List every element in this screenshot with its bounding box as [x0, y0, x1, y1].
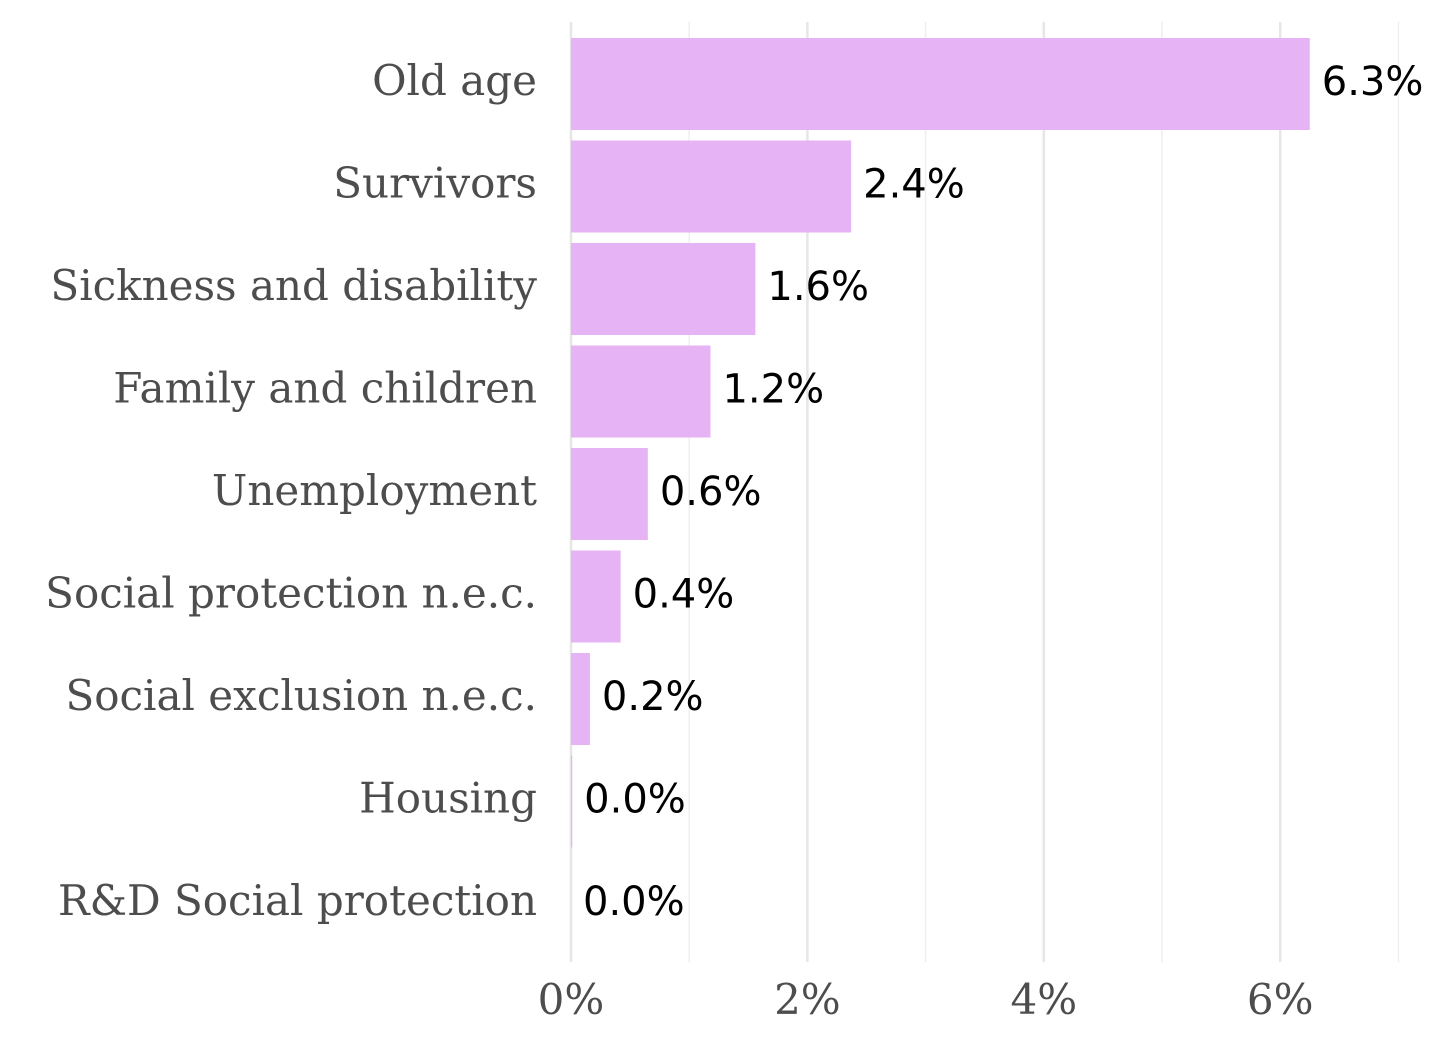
bar — [571, 448, 648, 540]
x-axis-tick-labels: 0% 2% 4% 6% — [538, 975, 1314, 1024]
x-tick-label: 6% — [1247, 975, 1314, 1024]
bar — [571, 653, 590, 745]
data-label: 1.2% — [722, 367, 824, 413]
category-label: Survivors — [333, 159, 537, 208]
data-label: 0.0% — [583, 879, 685, 925]
bar — [571, 140, 852, 233]
category-label: Unemployment — [212, 466, 537, 515]
data-label: 6.3% — [1322, 59, 1424, 105]
category-labels: Old age Survivors Sickness and disability F… — [45, 56, 537, 925]
category-label: Old age — [372, 56, 537, 105]
data-label: 0.4% — [633, 572, 735, 618]
bar — [571, 345, 711, 438]
x-tick-label: 4% — [1010, 975, 1077, 1024]
category-label: Social exclusion n.e.c. — [65, 671, 537, 720]
data-label: 0.2% — [602, 674, 704, 720]
data-label: 0.0% — [584, 777, 686, 823]
bar — [571, 38, 1310, 130]
category-label: Family and children — [113, 364, 537, 413]
data-label: 2.4% — [863, 162, 965, 208]
data-label: 0.6% — [660, 469, 762, 515]
data-label: 1.6% — [767, 264, 869, 310]
category-label: R&D Social protection — [58, 876, 537, 925]
category-label: Housing — [359, 774, 537, 823]
category-label: Sickness and disability — [50, 261, 537, 310]
x-tick-label: 0% — [538, 975, 605, 1024]
bar — [571, 755, 573, 848]
bars — [571, 38, 1310, 848]
bar — [571, 550, 621, 643]
bar — [571, 243, 756, 335]
category-label: Social protection n.e.c. — [45, 569, 537, 618]
data-labels: 6.3% 2.4% 1.6% 1.2% 0.6% 0.4% 0.2% 0.0% 0.0% — [583, 59, 1423, 925]
x-tick-label: 2% — [774, 975, 841, 1024]
